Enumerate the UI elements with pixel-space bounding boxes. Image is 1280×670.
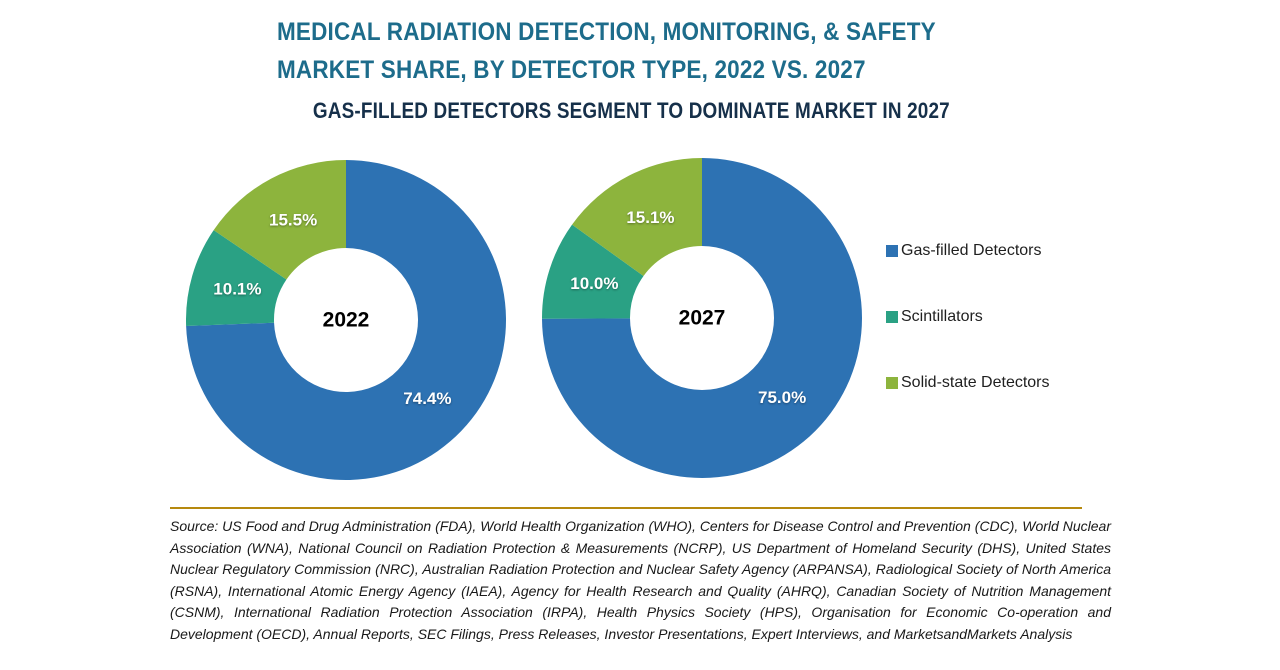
legend-swatch-icon [886,311,898,323]
legend-label: Scintillators [901,308,983,325]
slice-label-solid-state-detectors: 15.5% [269,211,317,230]
donut-slice-solid-state-detectors [213,160,346,280]
legend-label: Solid-state Detectors [901,374,1050,391]
title-line-1: MEDICAL RADIATION DETECTION, MONITORING,… [277,18,936,46]
legend-item-gas-filled-detectors: Gas-filled Detectors [886,242,1050,259]
donut-slice-scintillators [542,224,644,319]
donut-chart-2027: 75.0% 10.0% 15.1% 2027 [542,158,862,478]
page-subtitle: GAS-FILLED DETECTORS SEGMENT TO DOMINATE… [312,98,950,123]
source-text: Source: US Food and Drug Administration … [170,518,1111,642]
legend-label: Gas-filled Detectors [901,242,1042,259]
donut-slice-gas-filled-detectors [186,160,506,480]
legend-swatch-icon [886,377,898,389]
slice-label-solid-state-detectors: 15.1% [626,208,674,227]
legend-swatch-icon [886,245,898,257]
slice-label-gas-filled-detectors: 74.4% [403,389,451,408]
donut-slice-scintillators [186,230,287,327]
donut-center-label-2027: 2027 [679,307,726,330]
chart-legend: Gas-filled Detectors Scintillators Solid-s… [886,242,1050,442]
donut-center-label-2022: 2022 [323,309,370,332]
legend-item-scintillators: Scintillators [886,308,1050,325]
legend-item-solid-state-detectors: Solid-state Detectors [886,374,1050,391]
slice-label-gas-filled-detectors: 75.0% [758,388,806,407]
title-line-2: MARKET SHARE, BY DETECTOR TYPE, 2022 VS.… [277,56,866,84]
slice-label-scintillators: 10.0% [570,274,618,293]
page-title: MEDICAL RADIATION DETECTION, MONITORING,… [277,13,1009,89]
slice-label-scintillators: 10.1% [213,279,261,298]
source-divider [170,507,1082,509]
donut-chart-2022: 74.4% 10.1% 15.5% 2022 [186,160,506,480]
donut-slice-gas-filled-detectors [542,158,862,478]
donut-slice-solid-state-detectors [572,158,702,276]
